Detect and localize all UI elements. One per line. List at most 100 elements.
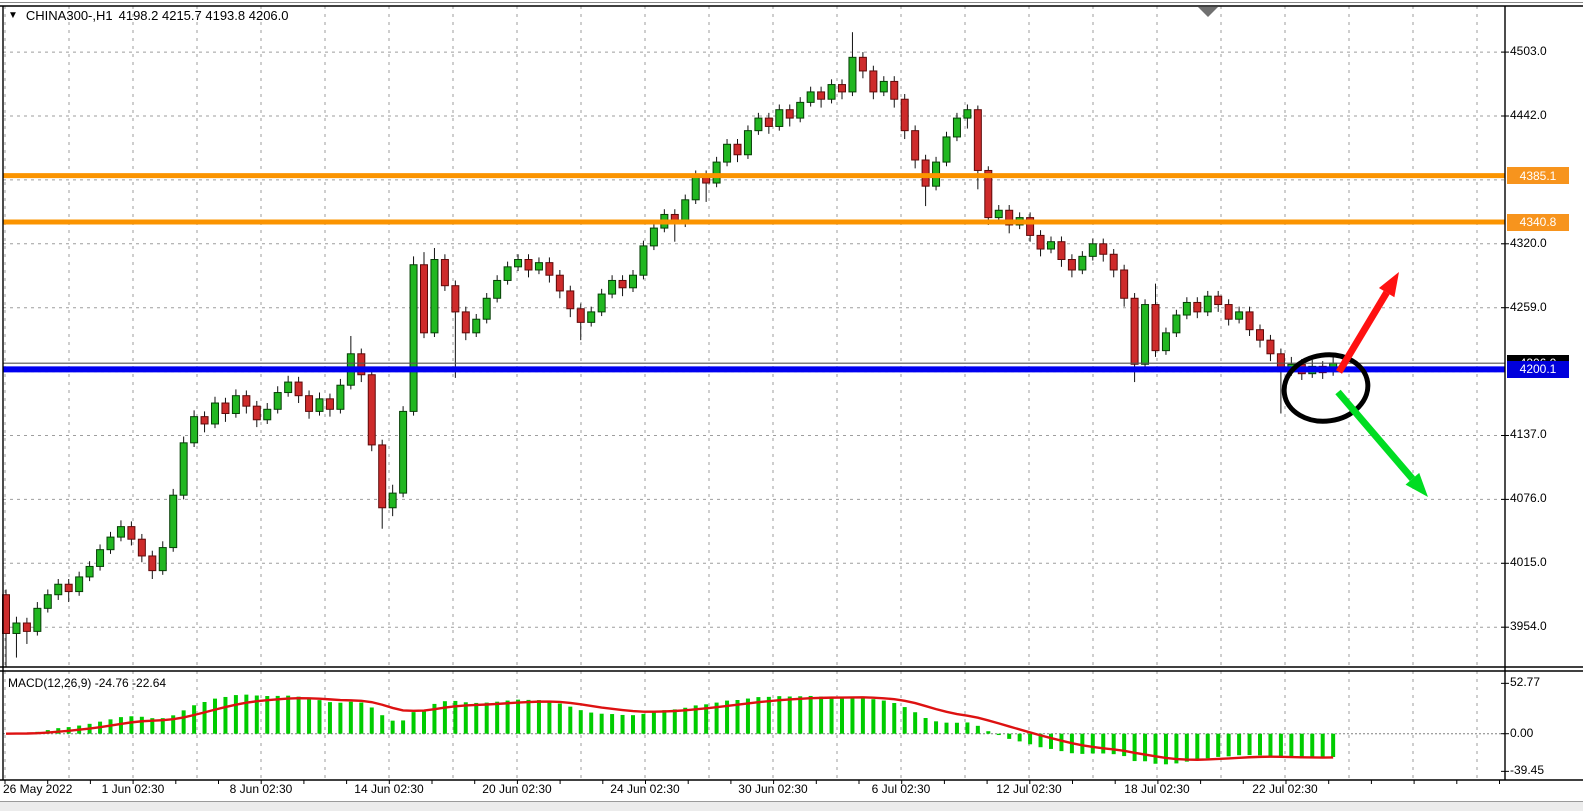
price-level-badge: 4340.8 [1507, 213, 1569, 231]
bear-candle [545, 262, 554, 276]
bear-candle [1057, 241, 1066, 261]
bear-candle [127, 526, 136, 540]
bear-candle [22, 622, 31, 632]
chart-shift-marker[interactable] [1198, 7, 1218, 17]
bull-candle [96, 549, 105, 567]
bull-candle [33, 607, 42, 632]
time-axis-label: 8 Jun 02:30 [229, 782, 293, 796]
price-axis-label: 4320.0 [1510, 235, 1547, 250]
bull-candle [503, 266, 512, 281]
bull-candle [430, 259, 439, 334]
bear-candle [900, 98, 909, 132]
bull-candle [179, 442, 188, 496]
bull-candle [691, 175, 700, 201]
bear-candle [1224, 304, 1233, 320]
annotations-layer [1281, 272, 1428, 497]
time-axis-label: 18 Jul 02:30 [1124, 782, 1190, 796]
bull-candle [723, 143, 732, 163]
bear-candle [440, 259, 449, 287]
bull-candle [587, 311, 596, 323]
price-level-badge: 4385.1 [1507, 167, 1569, 185]
price-axis-label: 4503.0 [1510, 44, 1547, 59]
time-axis-label: 22 Jul 02:30 [1252, 782, 1318, 796]
bear-candle [1109, 253, 1118, 271]
bull-candle [879, 80, 888, 93]
price-axis-label: 4076.0 [1510, 491, 1547, 506]
bear-candle [524, 259, 533, 271]
price-axis-label: 4442.0 [1510, 107, 1547, 122]
bear-candle [1214, 295, 1223, 306]
bear-candle [461, 311, 470, 334]
window-top-border [0, 2, 1583, 3]
bear-candle [785, 109, 794, 119]
bull-candle [963, 109, 972, 119]
bull-candle [754, 117, 763, 132]
bear-candle [1005, 209, 1014, 226]
bull-candle [608, 279, 617, 295]
bull-candle [336, 384, 345, 410]
bull-candle [1078, 255, 1087, 271]
bear-candle [378, 444, 387, 509]
bear-candle [148, 555, 157, 572]
grid-layer [3, 6, 1505, 780]
bull-candle [75, 576, 84, 593]
time-axis-label: 24 Jun 02:30 [610, 782, 680, 796]
time-axis-label: 30 Jun 02:30 [738, 782, 808, 796]
bull-candle [284, 381, 293, 394]
bull-candle [263, 408, 272, 421]
bull-candle [12, 622, 21, 634]
macd-indicator-label: MACD(12,26,9) -24.76 -22.64 [8, 676, 167, 690]
bear-candle [838, 84, 846, 93]
bear-candle [420, 264, 428, 334]
bull-candle [158, 547, 167, 572]
bear-candle [566, 290, 575, 310]
bull-candle [54, 583, 63, 596]
bull-candle [388, 492, 397, 509]
bull-candle [399, 410, 408, 494]
bull-candle [1141, 304, 1150, 365]
chart-title: ▼ CHINA300-,H1 4198.2 4215.7 4193.8 4206.0 [8, 8, 289, 23]
bear-candle [1026, 217, 1035, 236]
bull-candle [712, 161, 721, 184]
bull-candle [775, 109, 784, 127]
bull-candle [629, 274, 637, 289]
bull-candle [1047, 241, 1055, 250]
bull-candle [1235, 311, 1244, 320]
bear-candle [305, 395, 314, 412]
bull-candle [43, 594, 52, 609]
price-axis-label: 4259.0 [1510, 299, 1547, 314]
bear-candle [817, 91, 826, 100]
bull-candle [942, 136, 951, 163]
time-axis-label: 14 Jun 02:30 [354, 782, 424, 796]
bull-candle [743, 130, 752, 156]
time-axis-label: 6 Jul 02:30 [871, 782, 931, 796]
bear-candle [200, 416, 209, 425]
bull-candle [1182, 301, 1191, 316]
bear-candle [1036, 234, 1045, 250]
bear-candle [325, 398, 334, 410]
symbol-dropdown-icon: ▼ [8, 10, 18, 21]
bear-candle [1193, 301, 1202, 313]
bear-candle [1256, 329, 1264, 341]
bull-candle [273, 392, 282, 410]
bear-candle [984, 169, 993, 219]
hlines-layer [3, 173, 1505, 373]
time-axis-label: 26 May 2022 [3, 782, 73, 796]
bear-candle [890, 80, 899, 100]
bear-candle [733, 143, 742, 156]
bull-candle [106, 536, 115, 551]
bull-candle [639, 245, 648, 276]
bull-candle [1161, 332, 1170, 352]
bear-candle [869, 70, 878, 93]
time-axis-label: 1 Jun 02:30 [101, 782, 165, 796]
bearish-scenario-arrow-head [1405, 472, 1428, 497]
price-level-badge: 4200.1 [1507, 360, 1569, 378]
bearish-scenario-arrow [1335, 389, 1416, 482]
bear-candle [242, 395, 251, 407]
bull-candle [681, 199, 690, 224]
bull-candle [994, 209, 1003, 219]
bull-candle [409, 264, 418, 412]
bear-candle [576, 308, 585, 323]
